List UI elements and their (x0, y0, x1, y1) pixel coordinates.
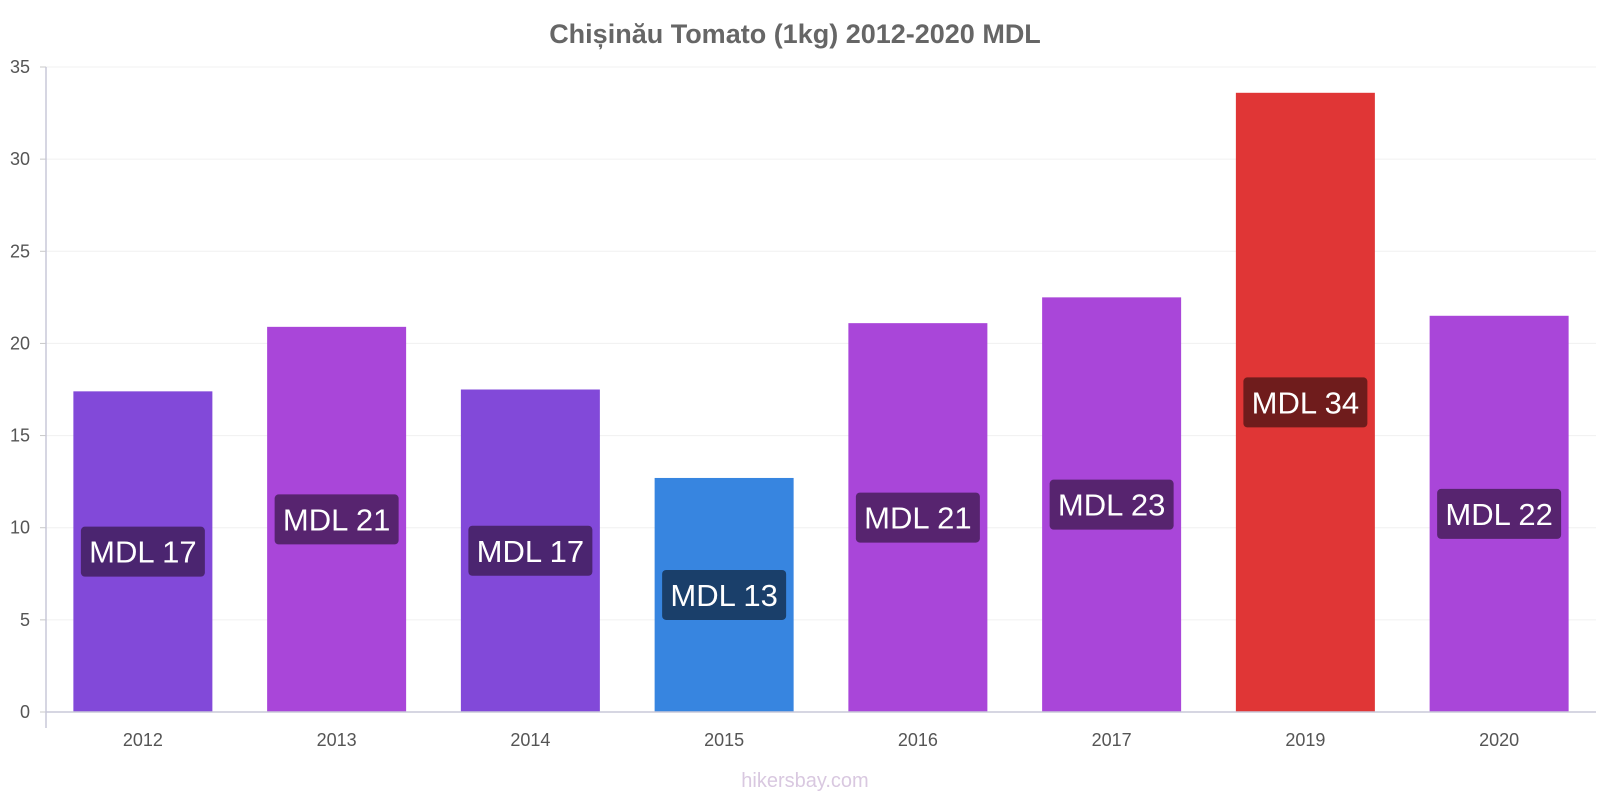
value-label: MDL 34 (1252, 385, 1359, 420)
y-tick-label: 0 (20, 702, 30, 722)
y-tick-label: 5 (20, 610, 30, 630)
y-tick-label: 15 (10, 426, 30, 446)
x-tick-label: 2013 (317, 730, 357, 750)
credit-watermark: hikersbay.com (741, 770, 868, 792)
axes-layer: 0 5 10 15 20 25 30 35 2012 2013 2014 2015 2016 2017 20… (10, 57, 1596, 750)
value-label: MDL 22 (1445, 497, 1552, 532)
y-tick-label: 35 (10, 57, 30, 77)
x-tick-label: 2019 (1285, 730, 1325, 750)
value-label-box (662, 569, 787, 620)
value-label-box (855, 492, 980, 543)
x-tick-label: 2017 (1092, 730, 1132, 750)
x-tick-label: 2012 (123, 730, 163, 750)
y-tick-label: 25 (10, 241, 30, 261)
chart-title: Chișinău Tomato (1kg) 2012-2020 MDL (549, 19, 1041, 49)
value-label-box (274, 494, 399, 545)
value-label: MDL 17 (477, 534, 584, 569)
value-label: MDL 13 (670, 578, 777, 613)
y-tick-label: 30 (10, 149, 30, 169)
y-tick-label: 20 (10, 333, 30, 353)
x-tick-label: 2015 (704, 730, 744, 750)
x-tick-label: 2014 (510, 730, 550, 750)
y-tick-label: 10 (10, 518, 30, 538)
value-label: MDL 17 (89, 535, 196, 570)
value-label-box (468, 525, 593, 576)
value-label: MDL 21 (283, 502, 390, 537)
value-label-box (1049, 479, 1174, 530)
value-label-box (1437, 488, 1562, 539)
value-label-box (80, 526, 205, 577)
x-tick-label: 2020 (1479, 730, 1519, 750)
value-label-box (1243, 377, 1368, 428)
value-label: MDL 21 (864, 501, 971, 536)
value-label: MDL 23 (1058, 488, 1165, 523)
bars-layer: MDL 17 MDL 21 MDL 17 MDL 13 MDL 21 MDL 23 MDL … (73, 92, 1569, 713)
x-tick-label: 2016 (898, 730, 938, 750)
